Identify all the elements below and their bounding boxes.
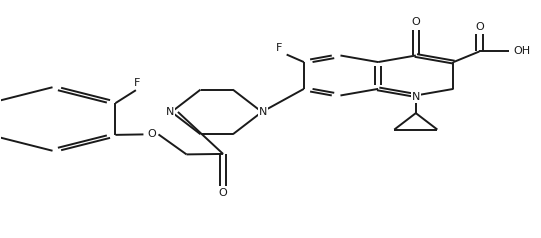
Text: O: O bbox=[147, 129, 156, 139]
Text: F: F bbox=[134, 78, 140, 88]
Text: N: N bbox=[412, 92, 420, 102]
Text: O: O bbox=[475, 22, 484, 32]
Text: F: F bbox=[275, 43, 282, 53]
Text: O: O bbox=[412, 17, 420, 27]
Text: OH: OH bbox=[514, 46, 531, 56]
Text: O: O bbox=[219, 188, 227, 198]
Text: N: N bbox=[166, 107, 175, 117]
Text: N: N bbox=[259, 107, 267, 117]
